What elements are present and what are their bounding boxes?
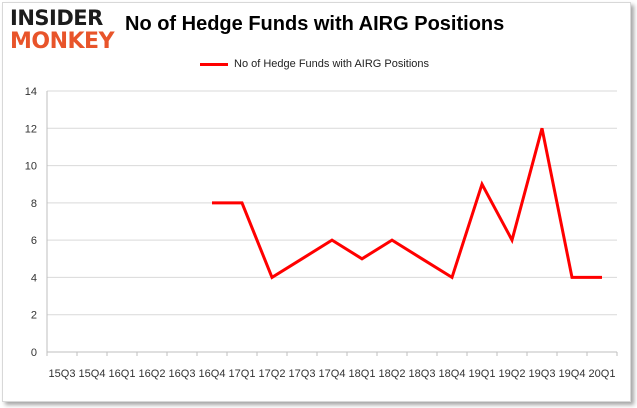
y-tick-label: 4 [31,272,37,284]
series-line [212,127,602,280]
y-tick-label: 8 [31,198,37,210]
x-tick-label: 17Q2 [259,368,286,380]
y-tick-label: 12 [25,123,37,135]
x-tick-label: 19Q1 [469,368,496,380]
x-tick-label: 18Q2 [379,368,406,380]
logo-text-bottom: MONKEY [10,29,115,54]
x-tick-label: 19Q4 [559,368,586,380]
x-tick-label: 16Q4 [199,368,226,380]
x-tick-label: 16Q2 [139,368,166,380]
y-tick-label: 2 [31,310,37,322]
legend-label: No of Hedge Funds with AIRG Positions [234,58,430,70]
x-tick-label: 19Q2 [499,368,526,380]
chart-frame [2,2,631,402]
insider-monkey-logo: INSIDER MONKEY [10,6,116,56]
x-tick-label: 16Q1 [109,368,136,380]
x-tick-label: 18Q3 [409,368,436,380]
chart-title: No of Hedge Funds with AIRG Positions [125,13,505,35]
y-tick-label: 6 [31,235,37,247]
x-tick-label: 15Q4 [79,368,106,380]
x-tick-label: 15Q3 [49,368,76,380]
chart-legend: No of Hedge Funds with AIRG Positions [200,57,429,71]
x-tick-label: 16Q3 [169,368,196,380]
x-tick-label: 18Q4 [439,368,466,380]
x-tick-label: 17Q4 [319,368,346,380]
x-tick-label: 17Q1 [229,368,256,380]
x-tick-label: 20Q1 [589,368,616,380]
logo-text-top: INSIDER [10,6,103,30]
x-tick-label: 18Q1 [349,368,376,380]
y-tick-label: 0 [31,347,37,359]
x-tick-label: 17Q3 [289,368,316,380]
y-tick-label: 10 [25,161,37,173]
x-tick-label: 19Q3 [529,368,556,380]
legend-line-swatch [200,62,228,66]
y-tick-label: 14 [25,86,37,98]
